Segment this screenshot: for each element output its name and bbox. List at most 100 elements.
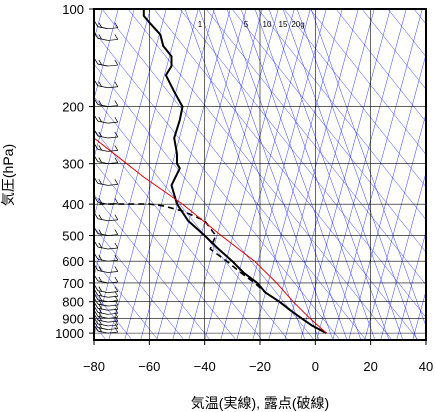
wind-barb-staff (107, 150, 118, 152)
isotherm-line (94, 9, 119, 100)
wind-barb-flag (94, 144, 99, 150)
wind-barb-flag (94, 318, 99, 325)
wind-barb-flag (94, 294, 99, 300)
adiabat-line (94, 63, 315, 340)
wind-barb-flag (98, 214, 103, 220)
mixing-ratio-label: 10 (263, 20, 272, 29)
x-tick-label: 0 (312, 359, 319, 374)
wind-barb-staff (97, 280, 108, 284)
wind-barb-staff (97, 315, 108, 319)
wind-barb-flag (98, 242, 103, 249)
wind-barb-staff (97, 246, 108, 250)
wind-barb-flag (114, 157, 119, 163)
isotherm-line (220, 9, 311, 340)
wind-barb-flag (115, 3, 118, 8)
wind-barb-flag (114, 242, 119, 249)
wind-barb-staff (97, 294, 108, 298)
y-tick-label: 300 (62, 157, 84, 172)
wind-barb-staff (97, 85, 108, 89)
isotherm-line (108, 9, 199, 340)
wind-barb-staff (107, 304, 118, 307)
wind-barb-flag (98, 81, 103, 87)
wind-barb-staff (107, 308, 118, 311)
wind-barb-staff (107, 324, 118, 327)
wind-barb-staff (97, 311, 108, 315)
wind-barb-staff (97, 233, 108, 236)
wind-barb-flag (114, 131, 119, 138)
wind-barbs (94, 3, 119, 334)
adiabat-line (94, 194, 211, 340)
wind-barb-staff (107, 234, 118, 236)
wind-barb-flag (98, 295, 103, 301)
wind-barb-flag (94, 21, 99, 27)
wind-barb-flag (94, 298, 99, 305)
wind-barb-flag (94, 99, 99, 105)
wind-barb-flag (94, 115, 99, 122)
wind-barb-staff (97, 327, 108, 330)
series-line-2 (94, 137, 327, 334)
wind-barb-staff (107, 259, 118, 262)
grid-lines (94, 9, 426, 340)
wind-barb-flag (94, 156, 99, 162)
isotherm-line (396, 230, 426, 340)
wind-barb-flag (98, 59, 103, 66)
wind-barb-staff (107, 281, 118, 284)
wind-barb-flag (94, 254, 99, 260)
isotherm-line (268, 9, 359, 340)
wind-barb-flag (98, 157, 103, 163)
wind-barb-flag (94, 80, 99, 86)
wind-barb-staff (107, 202, 118, 205)
isotherm-line (124, 9, 215, 340)
isotherm-line (316, 9, 407, 340)
isotherm-line (364, 112, 426, 340)
wind-barb-staff (97, 161, 108, 165)
adiabat-line (94, 31, 341, 340)
wind-barb-flag (114, 266, 119, 272)
isotherm-line (156, 9, 247, 340)
isotherm-line (188, 9, 279, 340)
wind-barb-flag (114, 315, 119, 322)
wind-barb-flag (98, 22, 103, 28)
wind-barb-flag (114, 197, 119, 204)
wind-barb-flag (98, 116, 103, 123)
y-tick-label: 400 (62, 197, 84, 212)
series-line-1 (99, 203, 327, 334)
x-tick-label: −80 (83, 359, 105, 374)
wind-barb-flag (94, 213, 99, 219)
wind-barb-staff (97, 63, 108, 67)
wind-barb-staff (97, 303, 108, 307)
wind-barb-staff (97, 330, 108, 334)
adiabat-line (361, 9, 426, 90)
mixing-ratio-line (226, 9, 348, 340)
mixing-ratio-line (212, 9, 334, 340)
mixing-ratio-line (268, 9, 390, 340)
wind-barb-flag (94, 311, 99, 317)
mixing-ratio-line (282, 9, 404, 340)
wind-barb-staff (97, 135, 108, 139)
x-tick-label: −60 (138, 359, 160, 374)
y-tick-label: 1000 (55, 326, 84, 341)
tick-marks: −80 −60 −40 −20 0 20 40 100 200 300 400 500 600 700 80… (55, 2, 433, 374)
wind-barb-flag (114, 323, 119, 329)
wind-barb-staff (107, 247, 118, 250)
wind-barb-flag (114, 276, 119, 283)
wind-barb-staff (97, 319, 108, 323)
wind-barb-staff (107, 291, 118, 293)
wind-barb-flag (114, 319, 119, 326)
wind-barb-staff (97, 323, 108, 327)
wind-barb-staff (107, 27, 118, 30)
wind-barb-staff (97, 149, 108, 152)
wind-barb-staff (107, 320, 118, 323)
mixing-ratio-line (240, 9, 362, 340)
wind-barb-staff (97, 258, 108, 262)
wind-barb-staff (107, 331, 118, 334)
wind-barb-flag (94, 196, 99, 203)
wind-barb-flag (94, 290, 99, 296)
wind-barb-flag (94, 322, 99, 328)
wind-barb-staff (97, 120, 108, 124)
wind-barb-flag (98, 179, 103, 185)
adiabat-line (257, 9, 426, 221)
adiabat-line (101, 9, 367, 340)
wind-barb-flag (114, 326, 119, 333)
isotherm-line (140, 9, 231, 340)
